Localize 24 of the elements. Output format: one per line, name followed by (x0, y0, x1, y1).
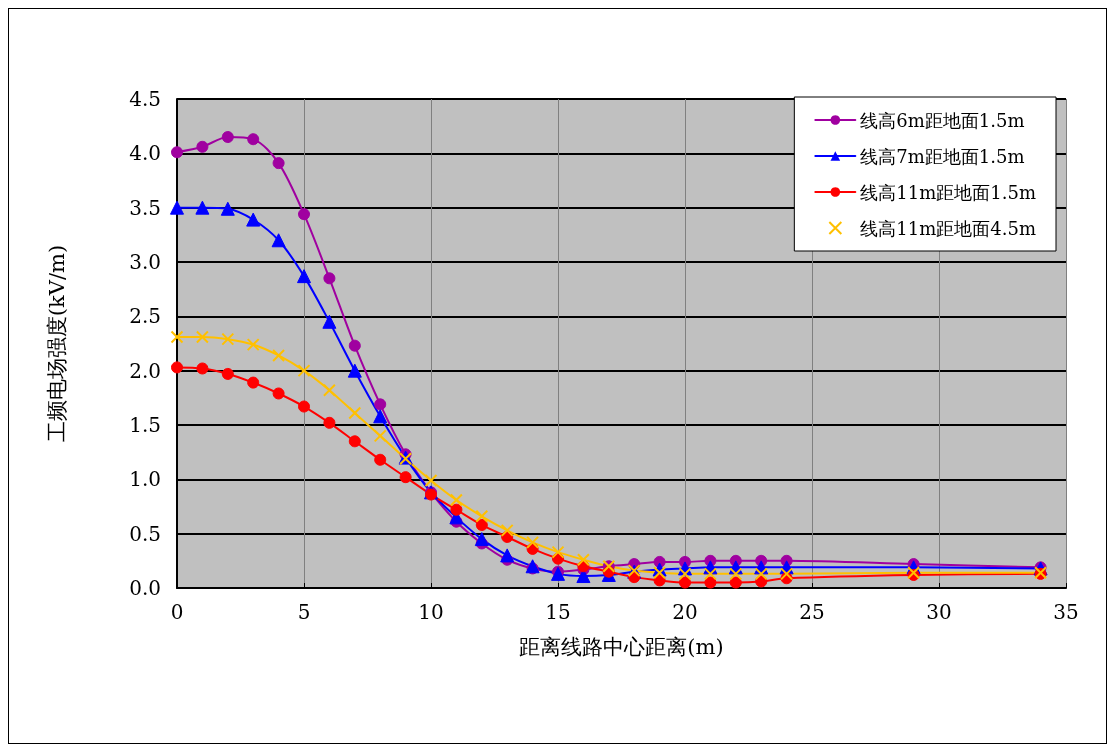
y-axis-title: 工频电场强度(kV/m) (44, 244, 69, 443)
y-tick-label: 1.5 (129, 413, 161, 437)
legend-label: 线高11m距地面4.5m (860, 217, 1036, 239)
x-tick-label: 10 (418, 600, 444, 624)
x-tick-label: 25 (799, 600, 825, 624)
legend-label: 线高6m距地面1.5m (860, 109, 1025, 131)
y-tick-label: 3.0 (129, 250, 161, 274)
x-tick-label: 0 (170, 600, 184, 624)
x-tick-label: 15 (545, 600, 571, 624)
legend-label: 线高11m距地面1.5m (860, 181, 1036, 203)
y-tick-label: 2.5 (129, 304, 161, 329)
y-tick-label: 0.0 (129, 576, 161, 600)
y-tick-label: 2.0 (129, 358, 161, 383)
x-tick-label: 5 (297, 600, 311, 624)
y-tick-label: 0.5 (129, 521, 161, 546)
x-tick-label: 20 (672, 600, 698, 624)
x-tick-label: 35 (1053, 600, 1079, 624)
y-tick-label: 1.0 (129, 467, 161, 492)
x-axis-title: 距离线路中心距离(m) (519, 634, 724, 659)
legend-label: 线高7m距地面1.5m (860, 145, 1025, 167)
y-tick-label: 4.0 (129, 141, 161, 166)
y-tick-label: 4.5 (129, 87, 161, 111)
y-tick-label: 3.5 (129, 195, 161, 220)
x-tick-label: 30 (926, 600, 952, 624)
